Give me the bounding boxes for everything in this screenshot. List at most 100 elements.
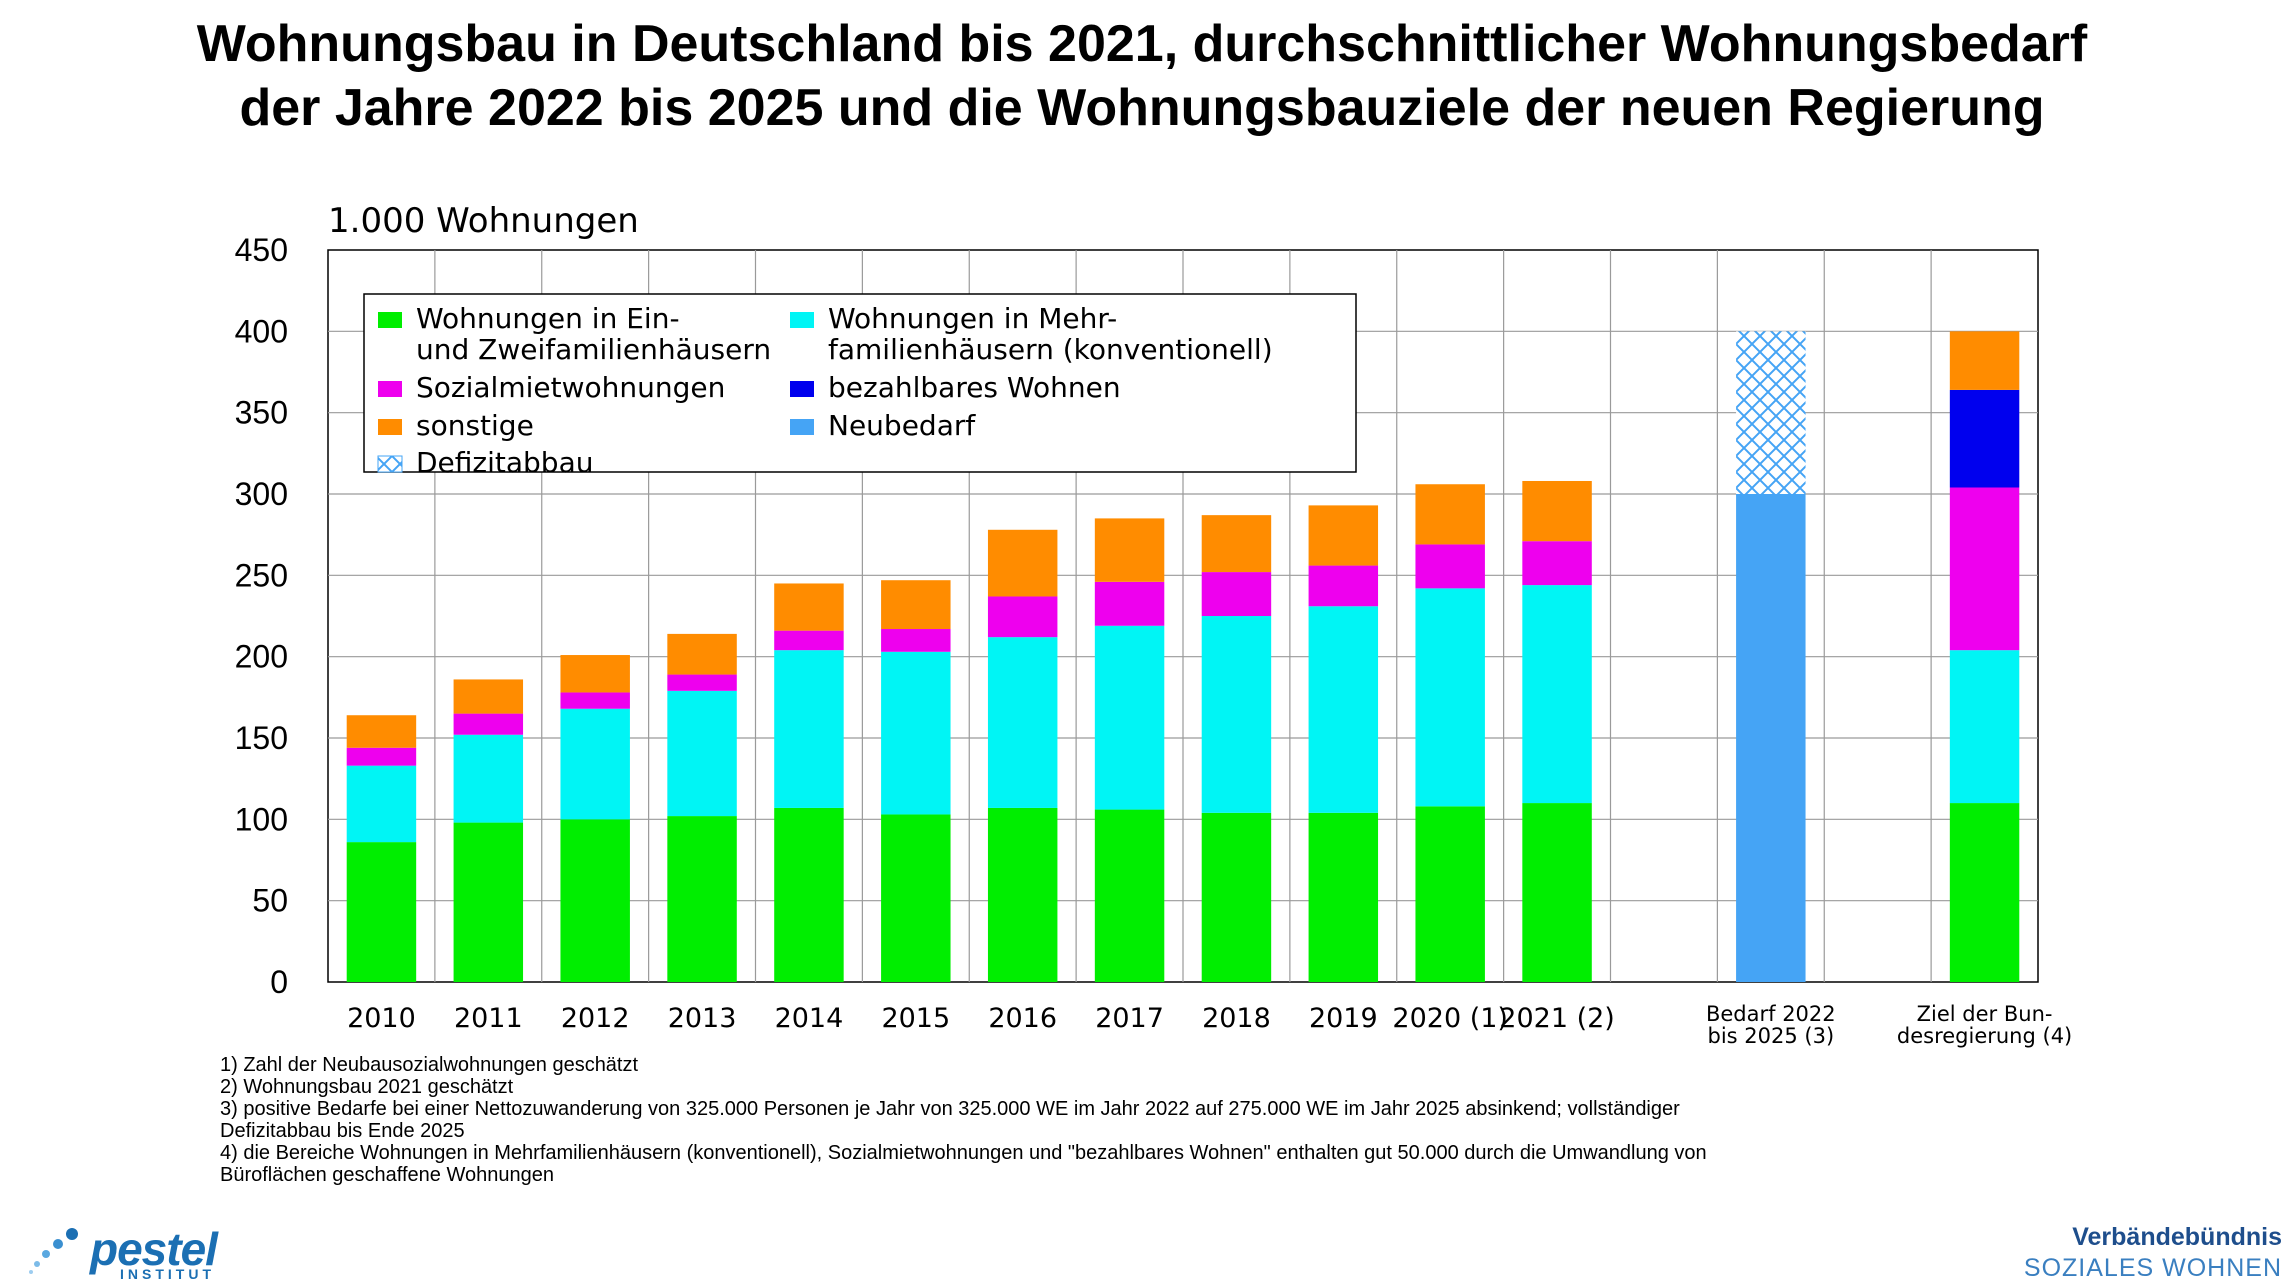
- legend-label: Sozialmietwohnungen: [416, 371, 725, 404]
- bar-segment: [560, 692, 630, 709]
- legend-swatch: [790, 419, 814, 435]
- legend-label-line: familienhäusern (konventionell): [828, 333, 1273, 366]
- y-tick-label: 350: [235, 395, 288, 431]
- y-tick-label: 400: [235, 313, 288, 349]
- legend-label-line: Wohnungen in Ein-: [416, 302, 680, 335]
- x-tick-label-line: 2019: [1309, 1003, 1378, 1034]
- x-tick-label-line: 2020 (1): [1392, 1003, 1508, 1034]
- x-tick-label-line: 2021 (2): [1499, 1003, 1615, 1034]
- chart-title: Wohnungsbau in Deutschland bis 2021, dur…: [0, 12, 2284, 140]
- legend-swatch: [378, 312, 402, 328]
- x-tick-label-line: 2018: [1202, 1003, 1271, 1034]
- bar-segment: [987, 637, 1058, 808]
- bar-segment: [1308, 812, 1379, 982]
- bar-segment: [560, 655, 630, 693]
- x-tick-label: Ziel der Bun-desregierung (4): [1897, 1002, 2072, 1048]
- bar-segment: [346, 747, 417, 766]
- bar-segment: [453, 734, 524, 823]
- bar-segment: [774, 630, 844, 651]
- x-tick-label-line: 2016: [988, 1003, 1057, 1034]
- legend-swatch: [378, 381, 402, 397]
- y-tick-label: 300: [235, 476, 288, 512]
- footnote-4: 4) die Bereiche Wohnungen in Mehrfamilie…: [220, 1142, 1707, 1164]
- bar-segment: [987, 807, 1058, 982]
- legend-label: Wohnungen in Ein-und Zweifamilienhäusern: [416, 302, 771, 366]
- bar-segment: [987, 529, 1058, 597]
- y-tick-label: 0: [270, 964, 288, 1000]
- x-tick-label-line: 2011: [454, 1003, 523, 1034]
- legend-label: Wohnungen in Mehr-familienhäusern (konve…: [828, 302, 1273, 366]
- x-tick-label-line: 2014: [775, 1003, 844, 1034]
- brand-line-2: SOZIALES WOHNEN: [2023, 1254, 2282, 1282]
- bar-segment: [667, 633, 737, 675]
- legend-swatch: [790, 312, 814, 328]
- x-tick-label-line: desregierung (4): [1897, 1024, 2072, 1048]
- x-tick-label: 2010: [347, 1003, 416, 1034]
- bar-segment: [774, 650, 844, 808]
- bar-segment: [881, 814, 951, 982]
- bar-segment: [881, 651, 951, 815]
- bar-segment: [1308, 505, 1379, 566]
- legend-label-line: und Zweifamilienhäusern: [416, 333, 771, 366]
- bar-segment: [667, 674, 737, 691]
- x-tick-label: Bedarf 2022 bis 2025 (3): [1706, 1002, 1836, 1048]
- bar-segment: [1949, 331, 2020, 390]
- x-tick-label: 2012: [561, 1003, 630, 1034]
- y-tick-label: 200: [235, 639, 288, 675]
- bar-segment: [667, 690, 737, 817]
- bar-segment: [1094, 625, 1165, 810]
- bar-segment: [881, 629, 951, 652]
- bar-segment: [453, 679, 524, 714]
- legend-label: Neubedarf: [828, 409, 976, 442]
- bar-segment: [1949, 389, 2020, 488]
- title-line-1: Wohnungsbau in Deutschland bis 2021, dur…: [196, 15, 2088, 73]
- footnote-4-cont: Büroflächen geschaffene Wohnungen: [220, 1164, 554, 1186]
- legend-label-line: Wohnungen in Mehr-: [828, 302, 1117, 335]
- x-tick-label: 2014: [775, 1003, 844, 1034]
- footnote-1: 1) Zahl der Neubausozialwohnungen geschä…: [220, 1054, 639, 1076]
- x-tick-label: 2021 (2): [1499, 1003, 1615, 1034]
- x-tick-label-line: Bedarf 2022: [1706, 1002, 1836, 1026]
- bar-segment: [774, 583, 844, 631]
- y-tick-label: 50: [252, 883, 288, 919]
- bar-segment: [1415, 588, 1485, 807]
- bar-segment: [1522, 541, 1592, 586]
- x-tick-label: 2015: [881, 1003, 950, 1034]
- bar-segment: [1094, 809, 1165, 982]
- y-tick-label: 450: [235, 232, 288, 268]
- bar-segment: [1308, 606, 1379, 813]
- x-tick-label: 2020 (1): [1392, 1003, 1508, 1034]
- legend-label-line: sonstige: [416, 409, 534, 442]
- bar-segment: [1201, 515, 1272, 573]
- x-tick-label: 2019: [1309, 1003, 1378, 1034]
- bar-segment: [1201, 572, 1272, 616]
- bar-segment: [1736, 494, 1806, 982]
- bar-segment: [1522, 803, 1592, 982]
- bar-segment: [1415, 484, 1485, 545]
- bar-segment: [1949, 650, 2020, 804]
- x-tick-label: 2016: [988, 1003, 1057, 1034]
- bar-segment: [453, 713, 524, 735]
- bar-segment: [560, 708, 630, 820]
- legend-label-line: Neubedarf: [828, 409, 976, 442]
- bar-segment: [1094, 581, 1165, 626]
- x-tick-label-line: 2013: [668, 1003, 737, 1034]
- y-axis-label: 1.000 Wohnungen: [328, 201, 639, 241]
- bar-segment: [346, 842, 417, 982]
- bar-segment: [1949, 487, 2020, 651]
- x-tick-label-line: 2017: [1095, 1003, 1164, 1034]
- title-line-2: der Jahre 2022 bis 2025 und die Wohnungs…: [239, 79, 2045, 137]
- bar-segment: [1308, 565, 1379, 607]
- footnote-2: 2) Wohnungsbau 2021 geschätzt: [220, 1076, 514, 1098]
- legend-label: bezahlbares Wohnen: [828, 371, 1121, 404]
- pestel-logo: pestel INSTITUT: [28, 1222, 218, 1282]
- footnote-3: 3) positive Bedarfe bei einer Nettozuwan…: [220, 1098, 1680, 1120]
- x-tick-label: 2017: [1095, 1003, 1164, 1034]
- brand-line-1: Verbändebündnis: [2072, 1223, 2282, 1251]
- footnote-3-cont: Defizitabbau bis Ende 2025: [220, 1120, 465, 1142]
- bar-segment: [1201, 812, 1272, 982]
- bar-segment: [881, 580, 951, 630]
- legend-label-line: Sozialmietwohnungen: [416, 371, 725, 404]
- legend-swatch: [377, 455, 403, 473]
